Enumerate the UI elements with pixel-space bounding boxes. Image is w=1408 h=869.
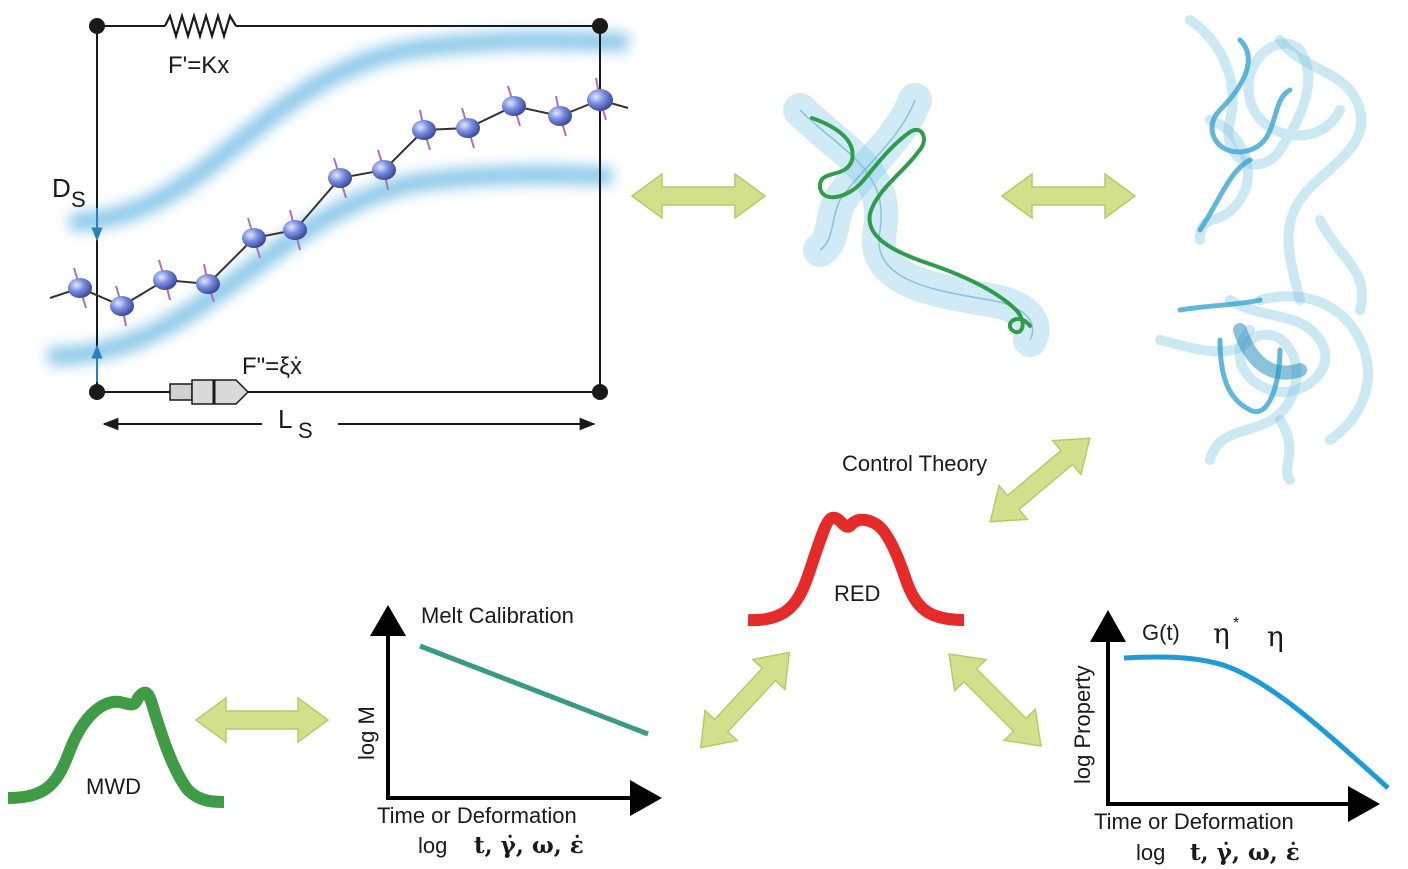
property-x-label-log: log: [1136, 840, 1165, 865]
chain-in-tube-strand: [810, 116, 1032, 334]
tube-upper-wall: [69, 31, 629, 231]
property-x-label-line1: Time or Deformation: [1094, 809, 1294, 834]
bead: [502, 85, 526, 127]
length-subscript: S: [298, 418, 313, 443]
tube-lower-wall: [47, 165, 613, 366]
double-arrow-coil-to-ensemble: [1000, 172, 1137, 220]
property-legend-eta: η: [1267, 620, 1284, 653]
property-x-axis-arrowhead: [1348, 786, 1380, 822]
chain-in-tube-illustration: [783, 83, 1050, 357]
property-plot: G(t) η * η log Property Time or Deformat…: [1070, 610, 1390, 866]
dashpot-icon: [169, 379, 250, 405]
property-y-label: log Property: [1070, 665, 1095, 784]
frame-node-bottom-left: [89, 384, 105, 400]
calibration-line: [419, 643, 649, 737]
bead: [548, 95, 572, 137]
bead: [456, 107, 480, 149]
bead: [153, 259, 177, 301]
calibration-x-axis-arrowhead: [630, 780, 662, 816]
calibration-x-label-log: log: [418, 833, 447, 858]
bead: [196, 263, 220, 303]
bead: [110, 285, 134, 327]
spring-force-label: F'=Kx: [168, 52, 229, 79]
mwd-distribution: MWD: [7, 686, 225, 808]
property-legend-gt: G(t): [1142, 620, 1180, 645]
control-theory-label: Control Theory: [842, 451, 987, 476]
bead: [68, 267, 92, 309]
red-label: RED: [834, 581, 880, 606]
chain-ensemble-illustration: [1155, 15, 1373, 485]
double-arrow-calibration-to-red: [699, 651, 791, 749]
tube-model-panel: F'=Kx F"=ξẋ D S L S: [47, 12, 629, 443]
bead: [372, 149, 396, 191]
calibration-x-label-vars: t, γ̇, ω, ε̇: [474, 832, 584, 859]
double-arrow-control-theory: [989, 437, 1091, 523]
frame-node-top-left: [89, 18, 105, 34]
double-arrow-red-to-property: [948, 653, 1042, 747]
double-arrows: [194, 172, 1137, 749]
calibration-x-label-line1: Time or Deformation: [377, 803, 577, 828]
calibration-y-label: log M: [354, 706, 379, 760]
dashpot-force-label: F"=ξẋ: [242, 353, 302, 380]
frame-node-bottom-right: [592, 384, 608, 400]
melt-calibration-plot: Melt Calibration log M Time or Deformati…: [354, 603, 662, 859]
property-curve: [1123, 654, 1390, 790]
bead: [328, 157, 352, 199]
length-label: L: [278, 404, 292, 434]
spring-icon: [164, 12, 237, 40]
calibration-y-axis-arrowhead: [370, 605, 406, 636]
bead: [587, 77, 613, 121]
bead: [242, 217, 266, 259]
property-x-label-vars: t, γ̇, ω, ε̇: [1190, 839, 1300, 866]
property-legend-eta-star: η: [1213, 617, 1230, 650]
bead: [283, 209, 307, 251]
red-curve: [747, 511, 965, 627]
property-y-axis-arrowhead: [1090, 610, 1126, 642]
property-legend-eta-star-sup: *: [1233, 615, 1239, 632]
tube-diameter-label: D: [52, 173, 71, 203]
bead: [412, 109, 436, 151]
mwd-curve: [7, 686, 225, 808]
red-distribution: RED: [747, 511, 965, 627]
polymer-chain-beads: [68, 77, 613, 327]
calibration-title: Melt Calibration: [421, 603, 574, 628]
double-arrow-mwd-to-calibration: [194, 696, 330, 744]
frame-node-top-right: [592, 18, 608, 34]
tube-diameter-subscript: S: [71, 187, 86, 212]
double-arrow-tube-to-coil: [630, 172, 767, 220]
mwd-label: MWD: [86, 774, 141, 799]
